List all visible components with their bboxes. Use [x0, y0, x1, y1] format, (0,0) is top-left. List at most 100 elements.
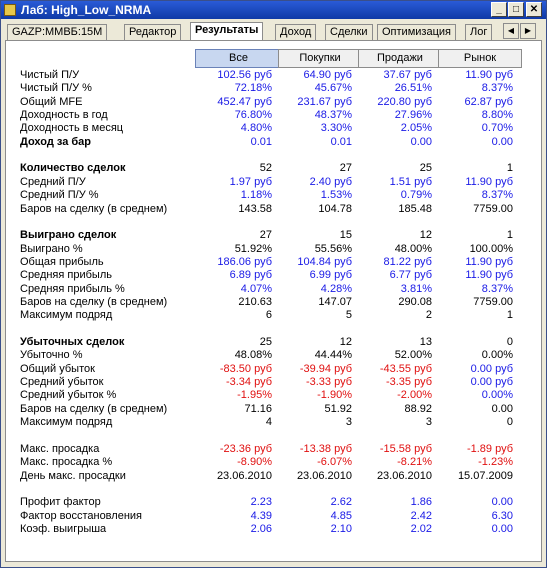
tab-scroll-left-icon[interactable]: ◀	[503, 23, 519, 39]
tab-editor[interactable]: Редактор	[124, 24, 182, 40]
row-value-all: 4	[265, 416, 272, 428]
row-value-all: 1.18%	[240, 189, 272, 201]
row-value-market: 0.00	[491, 136, 513, 148]
tab-log[interactable]: Лог	[465, 24, 493, 40]
row-value-market: 11.90 руб	[465, 176, 513, 188]
title-bar[interactable]: Лаб: High_Low_NRMA _ □ ✕	[1, 1, 546, 19]
tab-scroll-right-icon[interactable]: ▶	[520, 23, 536, 39]
row-value-market: 8.37%	[481, 82, 513, 94]
row-value-all: 52	[259, 162, 272, 174]
row-value-all: 27	[259, 229, 272, 241]
maximize-button[interactable]: □	[508, 2, 524, 17]
row-label: Убыточно %	[20, 349, 83, 361]
row-value-all: 452.47 руб	[217, 96, 272, 108]
row-value-sells	[352, 429, 432, 442]
row-value-buys: 147.07	[318, 296, 352, 308]
row-value-buys	[272, 216, 352, 229]
row-value-buys: 44.44%	[314, 349, 352, 361]
row-value-sells: 2.42	[410, 510, 432, 522]
row-value-all	[192, 149, 272, 162]
row-value-market: 0.00	[491, 403, 513, 415]
row-label: Средний убыток %	[20, 389, 117, 401]
row-value-buys: 2.10	[330, 523, 352, 535]
row-value-sells	[352, 323, 432, 336]
column-header-sells[interactable]: Продажи	[358, 49, 442, 68]
tab-chart[interactable]: GAZP:MMBБ:15M	[7, 24, 108, 40]
tab-results[interactable]: Результаты	[190, 22, 264, 40]
row-value-buys: 5	[345, 309, 352, 321]
row-label: Убыточных сделок	[20, 336, 125, 348]
row-value-buys: 12	[339, 336, 352, 348]
row-value-market: 11.90 руб	[465, 69, 513, 81]
row-value-all: 186.06 руб	[217, 256, 272, 268]
row-value-market: 1	[506, 229, 513, 241]
row-value-market: 0.00	[491, 523, 513, 535]
row-value-buys: 4.85	[330, 510, 352, 522]
row-value-market: 0.00 руб	[470, 376, 513, 388]
row-label: Макс. просадка %	[20, 456, 113, 468]
row-value-buys: -6.07%	[317, 456, 352, 468]
column-header-buys[interactable]: Покупки	[278, 49, 362, 68]
row-value-buys: 27	[339, 162, 352, 174]
column-header-all[interactable]: Все	[195, 49, 282, 68]
row-value-sells: -3.35 руб	[385, 376, 432, 388]
minimize-button[interactable]: _	[491, 2, 507, 17]
column-header-market[interactable]: Рынок	[438, 49, 522, 68]
row-value-sells	[352, 149, 432, 162]
row-value-buys: 64.90 руб	[303, 69, 352, 81]
row-value-all: -3.34 руб	[225, 376, 272, 388]
row-label: Средний П/У	[20, 176, 86, 188]
row-label: Доходность в месяц	[20, 122, 124, 134]
row-value-buys: 1.53%	[320, 189, 352, 201]
row-value-market: 8.37%	[481, 283, 513, 295]
app-icon	[4, 4, 16, 16]
row-value-buys: 104.84 руб	[297, 256, 352, 268]
row-value-buys: 3.30%	[320, 122, 352, 134]
row-value-sells: 27.96%	[394, 109, 432, 121]
row-label: Выиграно сделок	[20, 229, 117, 241]
row-value-all: 76.80%	[234, 109, 272, 121]
row-value-sells: 52.00%	[394, 349, 432, 361]
row-value-market: 0	[506, 336, 513, 348]
row-value-market: 62.87 руб	[464, 96, 513, 108]
row-value-all: 102.56 руб	[217, 69, 272, 81]
row-value-sells	[352, 216, 432, 229]
row-value-all: 4.39	[250, 510, 272, 522]
row-label: Баров на сделку (в среднем)	[20, 296, 168, 308]
row-value-all: 6.89 руб	[229, 269, 272, 281]
row-value-all	[192, 323, 272, 336]
row-value-buys: -1.90%	[317, 389, 352, 401]
row-value-sells: 23.06.2010	[376, 470, 432, 482]
row-label: Профит фактор	[20, 496, 101, 508]
row-value-sells: 0.79%	[400, 189, 432, 201]
row-value-market	[433, 429, 513, 442]
tab-trades[interactable]: Сделки	[325, 24, 373, 40]
row-value-sells: -15.58 руб	[379, 443, 432, 455]
row-value-all: 1.97 руб	[229, 176, 272, 188]
row-value-sells: 48.00%	[394, 243, 432, 255]
row-value-buys: 231.67 руб	[297, 96, 352, 108]
row-value-sells: 1.86	[410, 496, 432, 508]
row-value-sells: 220.80 руб	[377, 96, 432, 108]
tab-optimization[interactable]: Оптимизация	[377, 24, 456, 40]
row-value-buys: 45.67%	[314, 82, 352, 94]
row-value-all: 2.23	[250, 496, 272, 508]
row-value-market: 15.07.2009	[457, 470, 513, 482]
row-value-sells: 25	[419, 162, 432, 174]
row-value-market: 0.00%	[481, 349, 513, 361]
row-label: Общий убыток	[20, 363, 95, 375]
row-value-sells: 3.81%	[400, 283, 432, 295]
tab-income[interactable]: Доход	[275, 24, 317, 40]
row-value-all: 48.08%	[234, 349, 272, 361]
row-value-sells: -43.55 руб	[379, 363, 432, 375]
row-value-market: 0	[506, 416, 513, 428]
row-value-sells: -2.00%	[397, 389, 432, 401]
row-value-buys: -3.33 руб	[305, 376, 352, 388]
close-button[interactable]: ✕	[526, 2, 542, 17]
row-value-sells: 88.92	[404, 403, 432, 415]
row-value-sells: 2	[425, 309, 432, 321]
row-value-all	[192, 216, 272, 229]
row-label: Максимум подряд	[20, 416, 113, 428]
row-label: Макс. просадка	[20, 443, 100, 455]
row-value-market: 1	[506, 309, 513, 321]
